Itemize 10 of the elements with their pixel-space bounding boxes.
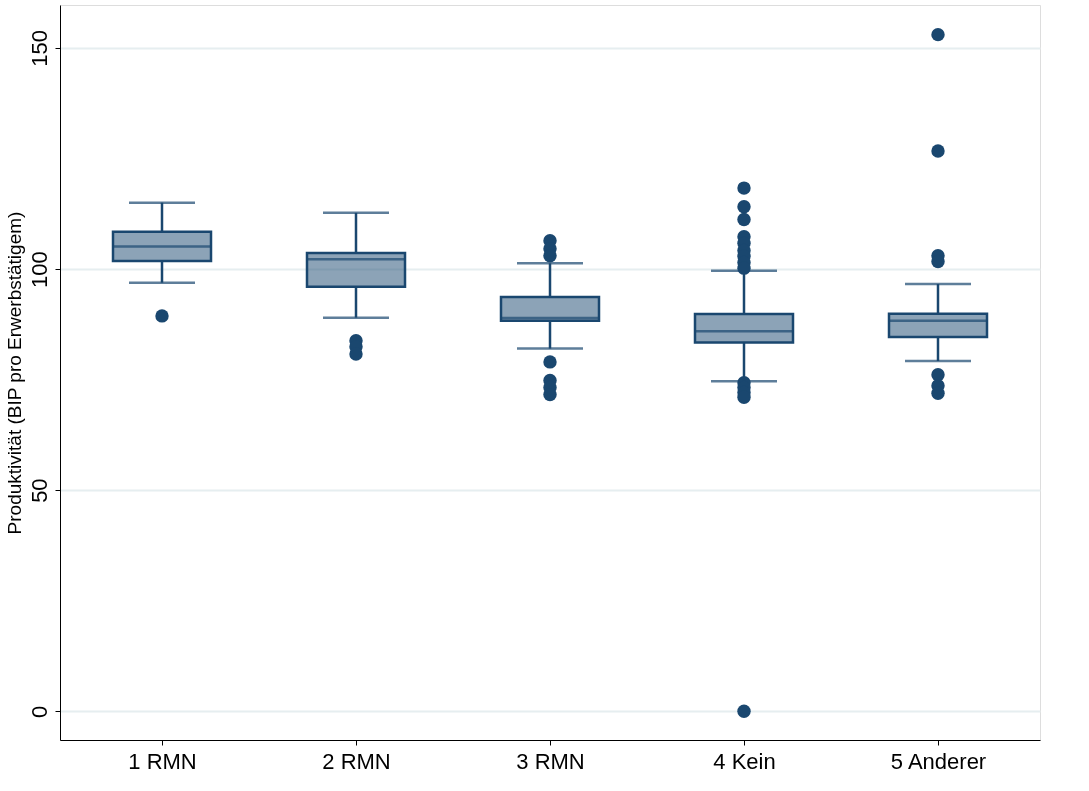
y-tick-label: 0 xyxy=(26,705,52,718)
y-axis-title: Produktivität (BIP pro Erwerbstätigem) xyxy=(3,211,25,535)
y-tick-label: 100 xyxy=(26,251,52,288)
x-tick-label: 3 RMN xyxy=(516,748,585,774)
x-tick-label: 1 RMN xyxy=(128,748,197,774)
y-tick-label: 50 xyxy=(26,478,52,503)
x-tick-label: 2 RMN xyxy=(322,748,391,774)
x-tick-label: 5 Anderer xyxy=(890,748,987,774)
y-tick-label: 150 xyxy=(26,30,52,67)
x-tick-label: 4 Kein xyxy=(713,748,776,774)
